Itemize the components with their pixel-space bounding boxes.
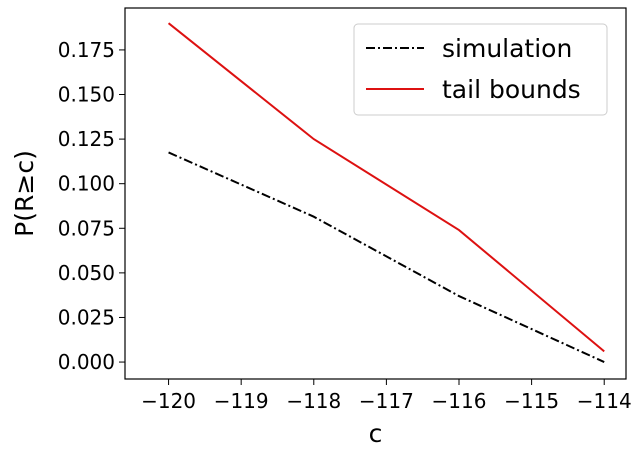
y-tick-label: 0.175: [58, 38, 115, 62]
y-tick-label: 0.075: [58, 216, 115, 240]
y-tick-label: 0.100: [58, 172, 115, 196]
x-tick-label: −116: [432, 389, 487, 413]
y-tick-label: 0.150: [58, 83, 115, 107]
y-axis: 0.000 0.025 0.050 0.075 0.100 0.125 0.150 0.175: [58, 38, 125, 374]
x-tick-label: −115: [504, 389, 559, 413]
x-tick-label: −119: [214, 389, 269, 413]
plot-lines: [167, 22, 605, 363]
legend: simulation tail bounds: [353, 23, 608, 116]
y-tick-label: 0.025: [58, 305, 115, 329]
series-line-0: [168, 151, 605, 363]
y-tick-label: 0.050: [58, 261, 115, 285]
y-tick-label: 0.000: [58, 350, 115, 374]
y-tick-label: 0.125: [58, 127, 115, 151]
x-axis: −120 −119 −118 −117 −116 −115 −114: [141, 379, 632, 413]
legend-box: [353, 23, 608, 116]
x-axis-label: c: [369, 419, 383, 448]
x-tick-label: −120: [141, 389, 196, 413]
series-line-1: [167, 22, 605, 353]
x-tick-label: −117: [359, 389, 414, 413]
legend-label: tail bounds: [442, 75, 581, 104]
x-tick-label: −118: [286, 389, 341, 413]
plot-area-frame: [124, 7, 627, 380]
x-tick-label: −114: [577, 389, 632, 413]
y-axis-label: P(R≥c): [10, 150, 39, 237]
legend-label: simulation: [442, 34, 572, 63]
